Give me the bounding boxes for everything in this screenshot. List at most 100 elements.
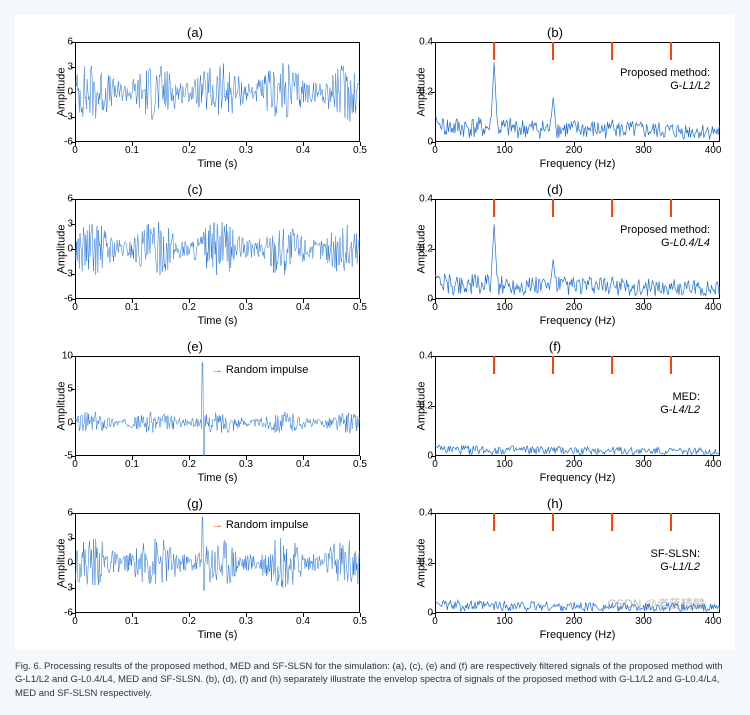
panel-e: (e)-5051000.10.20.30.40.5AmplitudeTime (… xyxy=(30,339,360,488)
xtick: 100 xyxy=(496,145,513,156)
plot-box: 00.20.40100200300400AmplitudeFrequency (… xyxy=(435,356,720,456)
ylabel: Amplitude xyxy=(415,68,427,117)
xtick: 300 xyxy=(635,145,652,156)
harmonic-marker xyxy=(670,199,672,217)
panel-grid: (a) -6-303600.10.20.30.40.5AmplitudeTime … xyxy=(30,25,720,645)
xtick: 0.5 xyxy=(353,302,367,313)
xtick: 0.1 xyxy=(125,616,139,627)
xlabel: Time (s) xyxy=(198,315,238,327)
harmonic-marker xyxy=(670,356,672,374)
ytick: -6 xyxy=(53,608,73,619)
ylabel: Amplitude xyxy=(55,225,67,274)
xtick: 200 xyxy=(566,145,583,156)
ytick: 0 xyxy=(413,451,433,462)
ytick: 6 xyxy=(53,194,73,205)
impulse-annotation: → Random impulse xyxy=(212,519,309,532)
ytick: 6 xyxy=(53,37,73,48)
xlabel: Time (s) xyxy=(198,158,238,170)
ylabel: Amplitude xyxy=(415,539,427,588)
panel-label: (h) xyxy=(390,496,720,511)
xtick: 300 xyxy=(635,302,652,313)
panel-label: (b) xyxy=(390,25,720,40)
xtick: 0.2 xyxy=(182,459,196,470)
harmonic-marker xyxy=(611,513,613,531)
panel-g: (g)-6-303600.10.20.30.40.5AmplitudeTime … xyxy=(30,496,360,645)
xtick: 0.4 xyxy=(296,459,310,470)
harmonic-marker xyxy=(493,513,495,531)
xtick: 0.5 xyxy=(353,616,367,627)
xtick: 400 xyxy=(705,459,722,470)
plot-box: 00.20.40100200300400AmplitudeFrequency (… xyxy=(435,513,720,613)
xtick: 0.3 xyxy=(239,145,253,156)
ytick: -6 xyxy=(53,137,73,148)
ytick: 0.4 xyxy=(413,37,433,48)
ylabel: Amplitude xyxy=(55,382,67,431)
harmonic-marker xyxy=(493,356,495,374)
xtick: 100 xyxy=(496,459,513,470)
ytick: 0 xyxy=(413,608,433,619)
xtick: 0 xyxy=(72,302,78,313)
harmonic-marker xyxy=(670,513,672,531)
xtick: 0 xyxy=(72,616,78,627)
xlabel: Frequency (Hz) xyxy=(540,315,616,327)
figure-caption: Fig. 6. Processing results of the propos… xyxy=(15,660,735,700)
plot-box: -6-303600.10.20.30.40.5AmplitudeTime (s)… xyxy=(75,513,360,613)
harmonic-marker xyxy=(611,356,613,374)
ytick: 0.4 xyxy=(413,194,433,205)
xtick: 0 xyxy=(72,145,78,156)
ytick: 0 xyxy=(413,137,433,148)
ylabel: Amplitude xyxy=(415,225,427,274)
xlabel: Frequency (Hz) xyxy=(540,629,616,641)
xtick: 300 xyxy=(635,459,652,470)
xtick: 100 xyxy=(496,302,513,313)
plot-box: -5051000.10.20.30.40.5AmplitudeTime (s)→… xyxy=(75,356,360,456)
annotation-text: MED:G-L4/L2 xyxy=(660,391,700,417)
ytick: 0.4 xyxy=(413,508,433,519)
annotation-text: Proposed method:G-L0.4/L4 xyxy=(620,224,710,250)
panel-label: (a) xyxy=(30,25,360,40)
xtick: 200 xyxy=(566,302,583,313)
harmonic-marker xyxy=(670,42,672,60)
xtick: 0.3 xyxy=(239,459,253,470)
ytick: 6 xyxy=(53,508,73,519)
xtick: 0.1 xyxy=(125,459,139,470)
harmonic-marker xyxy=(552,356,554,374)
harmonic-marker xyxy=(552,42,554,60)
ytick: -6 xyxy=(53,294,73,305)
xtick: 300 xyxy=(635,616,652,627)
xtick: 0 xyxy=(432,459,438,470)
ytick: 0 xyxy=(413,294,433,305)
impulse-annotation: → Random impulse xyxy=(212,364,309,377)
xtick: 0 xyxy=(72,459,78,470)
xtick: 400 xyxy=(705,302,722,313)
harmonic-marker xyxy=(493,42,495,60)
plot-box: -6-303600.10.20.30.40.5AmplitudeTime (s) xyxy=(75,42,360,142)
plot-box: 00.20.40100200300400AmplitudeFrequency (… xyxy=(435,42,720,142)
panel-a: (a) -6-303600.10.20.30.40.5AmplitudeTime … xyxy=(30,25,360,174)
xtick: 0.4 xyxy=(296,145,310,156)
trace-svg xyxy=(75,199,360,299)
annotation-text: SF-SLSN:G-L1/L2 xyxy=(650,548,700,574)
panel-c: (c)-6-303600.10.20.30.40.5AmplitudeTime … xyxy=(30,182,360,331)
xtick: 200 xyxy=(566,459,583,470)
harmonic-marker xyxy=(493,199,495,217)
xtick: 0.2 xyxy=(182,302,196,313)
xtick: 0.4 xyxy=(296,616,310,627)
xtick: 0.2 xyxy=(182,616,196,627)
ylabel: Amplitude xyxy=(55,68,67,117)
xtick: 0.3 xyxy=(239,302,253,313)
trace-svg xyxy=(75,42,360,142)
xtick: 400 xyxy=(705,145,722,156)
panel-label: (d) xyxy=(390,182,720,197)
xtick: 100 xyxy=(496,616,513,627)
xtick: 0.5 xyxy=(353,459,367,470)
panel-f: (f) 00.20.40100200300400AmplitudeFrequenc… xyxy=(390,339,720,488)
panel-label: (f) xyxy=(390,339,720,354)
xtick: 0.3 xyxy=(239,616,253,627)
xtick: 0.4 xyxy=(296,302,310,313)
xtick: 0.1 xyxy=(125,145,139,156)
harmonic-marker xyxy=(552,513,554,531)
harmonic-marker xyxy=(552,199,554,217)
annotation-text: Proposed method:G-L1/L2 xyxy=(620,67,710,93)
panel-label: (c) xyxy=(30,182,360,197)
